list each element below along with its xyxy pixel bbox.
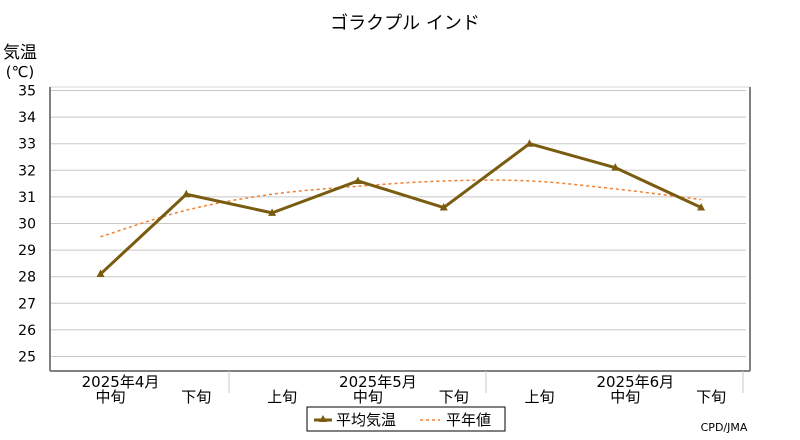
data-point-mean [268,208,277,216]
x-tick-label: 中旬 [353,388,383,406]
data-point-mean [525,139,534,147]
x-tick-label: 下旬 [181,388,211,406]
series-mean-line [99,142,702,276]
y-tick-label: 29 [18,243,36,259]
x-tick-label: 下旬 [439,388,469,406]
month-label: 2025年6月 [596,373,674,391]
series-normal-line [100,179,702,238]
y-tick-label: 32 [18,163,36,179]
month-label: 2025年4月 [82,373,160,391]
legend-marker-mean [319,415,327,422]
x-tick-label: 上旬 [524,388,554,406]
data-point-mean [611,163,620,171]
source-credit: CPD/JMA [701,421,748,434]
month-label: 2025年5月 [339,373,417,391]
x-tick-label: 中旬 [610,388,640,406]
data-point-mean [96,269,105,278]
legend-box [306,406,506,432]
y-tick-label: 25 [18,350,36,366]
y-tick-label: 33 [18,137,36,153]
chart-title: ゴラクプル インド [330,13,480,34]
x-tick-label: 上旬 [267,388,297,406]
y-tick-label: 26 [18,323,36,339]
x-tick-label: 中旬 [95,388,125,406]
data-point-mean [182,189,191,198]
y-tick-label: 35 [18,84,36,100]
legend-label-mean: 平均気温 [336,411,396,429]
y-tick-label: 34 [18,110,36,126]
data-point-mean [353,176,362,184]
data-point-mean [439,203,448,211]
series [96,139,706,278]
legend-label-normal: 平年値 [446,411,491,429]
y-tick-label: 30 [18,217,36,233]
y-axis-unit: (℃) [6,63,35,81]
y-tick-label: 31 [18,190,36,206]
y-tick-label: 28 [18,270,36,286]
axes: 25 26 27 28 29 30 31 32 33 34 35 中旬 下旬 上旬 中旬 下旬 上旬 中旬 下旬 20… [18,84,751,406]
y-tick-label: 27 [18,296,36,312]
x-tick-label: 下旬 [696,388,726,406]
plot-area [49,86,751,372]
data-point-mean [697,203,706,211]
legend: 平均気温 平年値 [306,406,506,432]
grid [49,86,751,372]
y-axis-label: 気温 [3,43,37,63]
